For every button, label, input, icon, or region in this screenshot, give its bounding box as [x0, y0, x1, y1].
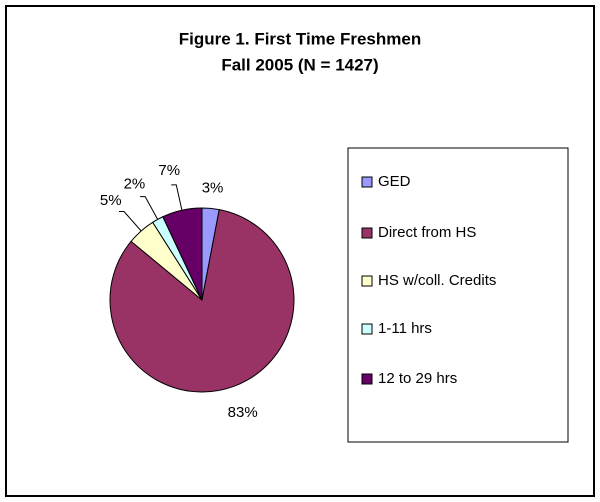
data-label: 2%: [124, 175, 146, 192]
percent-sign: %: [210, 179, 223, 196]
legend-swatch: [361, 373, 373, 385]
chart-subtitle: Fall 2005 (N = 1427): [221, 55, 378, 74]
data-label-value: 83: [228, 404, 245, 421]
data-label-value: 2: [124, 175, 132, 192]
legend-swatch: [361, 176, 373, 188]
chart-title: Figure 1. First Time Freshmen: [179, 29, 421, 48]
pie-slice: [109, 209, 295, 393]
legend-label: HS w/coll. Credits: [378, 272, 496, 289]
legend-label: GED: [378, 173, 411, 190]
data-label: 83%: [228, 404, 258, 421]
leader-line: [118, 210, 142, 232]
percent-sign: %: [167, 162, 180, 179]
leader-line: [171, 184, 183, 211]
percent-sign: %: [108, 192, 121, 209]
legend-box: [347, 147, 569, 443]
data-label: 5%: [100, 192, 122, 209]
percent-sign: %: [244, 404, 257, 421]
legend-label: 12 to 29 hrs: [378, 370, 457, 387]
percent-sign: %: [132, 175, 145, 192]
legend-swatch: [361, 323, 373, 335]
legend-label: 1-11 hrs: [378, 320, 432, 337]
leader-line: [140, 196, 159, 220]
data-label: 3%: [202, 179, 224, 196]
legend-swatch: [361, 275, 373, 287]
data-label-value: 3: [202, 179, 210, 196]
legend-label: Direct from HS: [378, 224, 476, 241]
data-label-value: 7: [158, 162, 166, 179]
data-label-value: 5: [100, 192, 108, 209]
legend-swatch: [361, 227, 373, 239]
data-label: 7%: [158, 162, 180, 179]
